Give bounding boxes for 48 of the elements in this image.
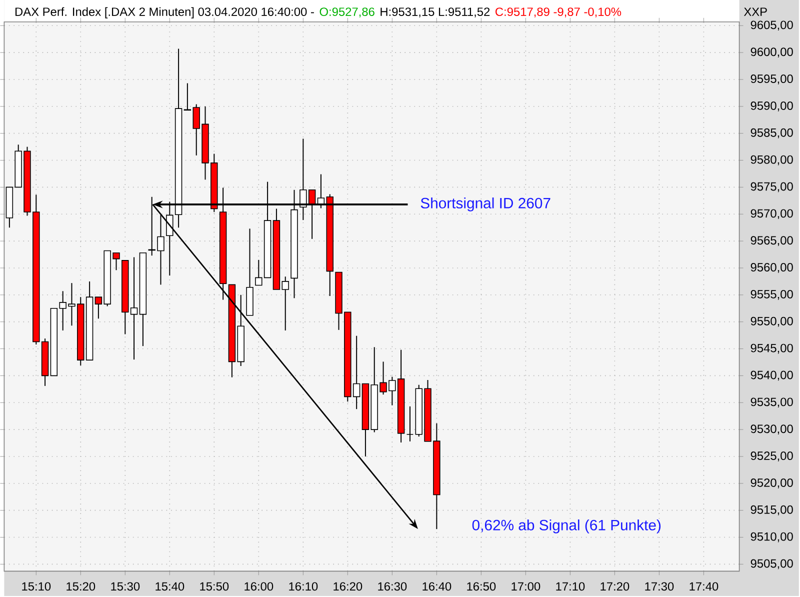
x-tick-label: 16:30 [378,582,407,591]
x-tick-label: 16:50 [467,582,496,591]
y-tick-label: 9575,00 [750,182,793,192]
x-tick-label: 15:50 [200,582,229,591]
x-tick-label: 15:20 [66,582,96,591]
y-tick-label: 9505,00 [750,559,793,569]
y-tick-label: 9585,00 [750,128,793,138]
x-tick-label: 15:30 [111,582,140,591]
y-tick-label: 9525,00 [750,451,793,462]
text: H:9531,15 L:9511,52 [380,7,490,18]
x-tick-label: 17:00 [512,582,540,591]
x-tick-label: 17:20 [600,582,630,591]
y-tick-label: 9595,00 [750,74,793,84]
candlestick [130,256,138,360]
x-tick-label: 16:20 [334,582,362,591]
x-tick-label: 15:10 [22,582,51,591]
y-tick-label: 9545,00 [750,344,793,354]
y-tick-label: 9565,00 [750,236,793,246]
chart-title: DAX Perf. Index [.DAX 2 Minuten] 03.04.2020 16:40:00 - [15,7,314,18]
candlestick [406,406,414,442]
x-tick-label: 16:40 [422,582,452,591]
y-tick-label: 9535,00 [750,398,793,408]
y-tick-label: 9570,00 [750,209,793,219]
y-tick-label: 9555,00 [750,290,793,300]
candlestick [184,82,192,111]
annotation: Shortsignal ID 2607 [420,197,550,212]
y-tick-label: 9520,00 [750,478,793,488]
candlestick [282,276,289,331]
y-tick-label: 9590,00 [750,101,793,112]
y-tick-label: 9550,00 [750,316,793,327]
y-tick-label: 9600,00 [750,48,793,58]
y-axis-title: XXP [744,8,767,16]
y-tick-label: 9515,00 [750,505,793,516]
text: O:9527,86 [320,7,374,18]
x-tick-label: 15:40 [156,582,184,591]
x-tick-label: 17:40 [690,582,718,591]
y-tick-label: 9580,00 [750,155,793,166]
text: C:9517,89 -9,87 -0,10% [496,7,622,18]
x-tick-label: 17:30 [645,582,674,591]
y-tick-label: 9605,00 [750,20,793,30]
x-tick-label: 17:10 [556,582,585,591]
y-tick-label: 9510,00 [750,532,793,542]
y-tick-label: 9530,00 [750,424,793,434]
x-tick-label: 16:00 [244,582,274,591]
y-tick-label: 9560,00 [750,262,793,273]
x-tick-label: 16:10 [289,582,318,591]
annotation: 0,62% ab Signal (61 Punkte) [472,519,661,534]
y-tick-label: 9540,00 [750,370,793,380]
